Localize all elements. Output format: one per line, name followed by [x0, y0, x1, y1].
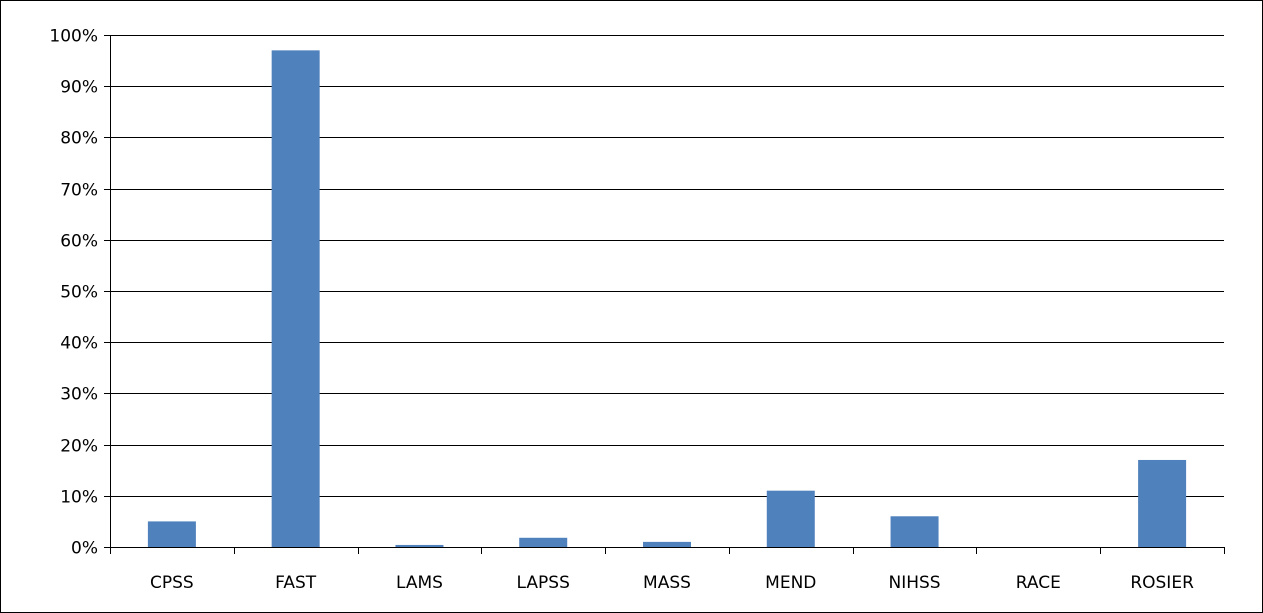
x-tick-label: FAST [275, 573, 317, 593]
y-axis-tick-labels: 0% 10% 20% 30% 40% 50% 60% 70% 80% 90% 100% [49, 27, 98, 559]
bars [147, 50, 1187, 548]
y-tick-label: 80% [60, 129, 98, 149]
x-tick-label: ROSIER [1130, 573, 1194, 593]
y-tick-label: 100% [49, 27, 98, 47]
x-tick-label: NIHSS [889, 573, 941, 593]
y-tick-label: 50% [60, 283, 98, 303]
bar-rosier [1138, 459, 1187, 547]
x-tick-label: MEND [765, 573, 816, 593]
bar-lapss [519, 537, 568, 547]
y-tick-label: 30% [60, 385, 98, 405]
x-axis [110, 547, 1225, 554]
bar-nihss [890, 516, 939, 547]
x-tick-label: RACE [1016, 573, 1061, 593]
y-tick-label: 60% [60, 232, 98, 252]
y-tick-label: 40% [60, 334, 98, 354]
x-tick-label: MASS [643, 573, 691, 593]
y-tick-label: 0% [71, 539, 98, 559]
x-tick-label: LAPSS [517, 573, 570, 593]
y-tick-label: 10% [60, 488, 98, 508]
x-tick-label: LAMS [396, 573, 443, 593]
x-tick-label: CPSS [150, 573, 194, 593]
bar-cpss [147, 521, 196, 547]
bar-mass [643, 541, 691, 547]
bar-fast [271, 50, 320, 548]
y-tick-label: 70% [60, 181, 98, 201]
y-tick-label: 90% [60, 78, 98, 98]
y-tick-label: 20% [60, 437, 98, 457]
bar-lams [395, 544, 444, 547]
x-axis-tick-labels: CPSS FAST LAMS LAPSS MASS MEND NIHSS RACE ROSIER [150, 573, 1194, 593]
bar-mend [766, 490, 815, 547]
